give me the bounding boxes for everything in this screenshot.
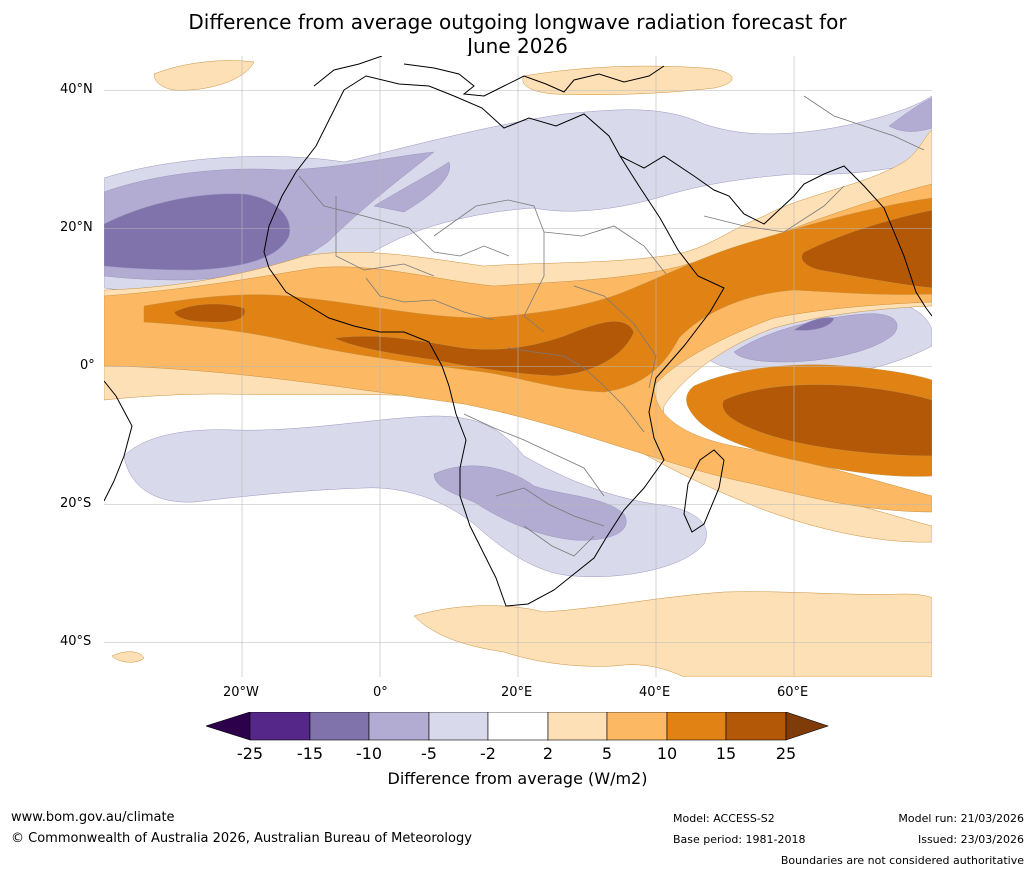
colorbar-tick: 25	[775, 744, 797, 763]
colorbar-tick: -10	[355, 744, 383, 763]
footer-issued: Issued: 23/03/2026	[917, 833, 1024, 846]
coastline-red-sea-arabia	[619, 155, 932, 317]
olr-anomaly-map	[104, 56, 932, 677]
graticule	[104, 56, 932, 677]
lon-label-20W: 20°W	[223, 685, 259, 700]
colorbar-segment-9	[725, 712, 787, 741]
anomaly-neg-arabian-sea-10	[793, 317, 835, 331]
footer-url: www.bom.gov.au/climate	[11, 810, 175, 825]
colorbar-segment-3	[368, 712, 430, 741]
colorbar-segment-1	[249, 712, 311, 741]
colorbar-segment-below-min	[206, 712, 251, 741]
lat-label-40S: 40°S	[60, 634, 92, 649]
coastline-americas-edge	[104, 380, 133, 502]
anomaly-pos-n-atlantic-patch	[153, 60, 255, 91]
lon-label-0: 0°	[373, 685, 388, 700]
anomaly-pos-mediterranean	[522, 65, 733, 95]
colorbar-segment-8	[666, 712, 727, 741]
anomaly-neg-sahara-5	[373, 161, 451, 213]
footer-disclaimer: Boundaries are not considered authoritat…	[780, 854, 1024, 867]
colorbar-tick: -15	[296, 744, 324, 763]
chart-title: Difference from average outgoing longwav…	[0, 10, 1035, 58]
colorbar-tick: 5	[601, 744, 613, 763]
anomaly-pos-s-atlantic-patch	[111, 651, 145, 663]
colorbar-tick: -5	[421, 744, 437, 763]
lon-label-40E: 40°E	[639, 685, 671, 700]
country-boundaries	[298, 95, 925, 557]
anomaly-pos-indian-ocean-15	[722, 384, 932, 457]
footer-model-run: Model run: 21/03/2026	[898, 812, 1024, 825]
colorbar-segment-7	[606, 712, 668, 741]
colorbar-tick: 15	[715, 744, 737, 763]
coastline-madagascar	[683, 449, 725, 533]
colorbar-tick: -25	[236, 744, 264, 763]
coastline-africa	[263, 75, 725, 607]
footer-base-period: Base period: 1981-2018	[673, 833, 806, 846]
lat-label-20S: 20°S	[60, 496, 92, 511]
coastline-europe	[313, 56, 665, 97]
lat-label-40N: 40°N	[60, 82, 93, 97]
colorbar-segment-2	[309, 712, 370, 741]
footer-copyright: © Commonwealth of Australia 2026, Austra…	[11, 831, 472, 846]
anomaly-pos-india-15	[801, 209, 932, 289]
anomaly-neg-arabia-5	[888, 97, 932, 132]
anomaly-neg-arabian-sea-5	[733, 313, 898, 363]
anomaly-pos-tropical-band-10	[143, 197, 932, 393]
colorbar-segment-above-max	[785, 712, 829, 741]
title-line-2: June 2026	[467, 34, 568, 58]
title-line-1: Difference from average outgoing longwav…	[188, 10, 847, 34]
anomaly-neg-s-africa-5	[433, 465, 627, 541]
colorbar-tick: 2	[542, 744, 554, 763]
colorbar-label: Difference from average (W/m2)	[387, 769, 648, 788]
anomaly-pos-s-ocean	[413, 591, 932, 677]
footer-model: Model: ACCESS-S2	[673, 812, 775, 825]
colorbar-tick: 10	[656, 744, 678, 763]
anomaly-pos-central-africa-15	[333, 321, 635, 377]
coastlines	[104, 56, 932, 607]
colorbar-tick: -2	[480, 744, 496, 763]
anomaly-pos-guinea-15	[173, 303, 246, 323]
lat-label-equator: 0°	[80, 358, 95, 373]
lat-label-20N: 20°N	[60, 220, 93, 235]
colorbar-segment-5	[487, 712, 549, 741]
colorbar-segment-6	[547, 712, 608, 741]
colorbar	[206, 712, 829, 741]
lon-label-20E: 20°E	[501, 685, 533, 700]
anomaly-neg-n-atlantic-10	[104, 193, 291, 271]
colorbar-segment-4	[428, 712, 489, 741]
lon-label-60E: 60°E	[777, 685, 809, 700]
